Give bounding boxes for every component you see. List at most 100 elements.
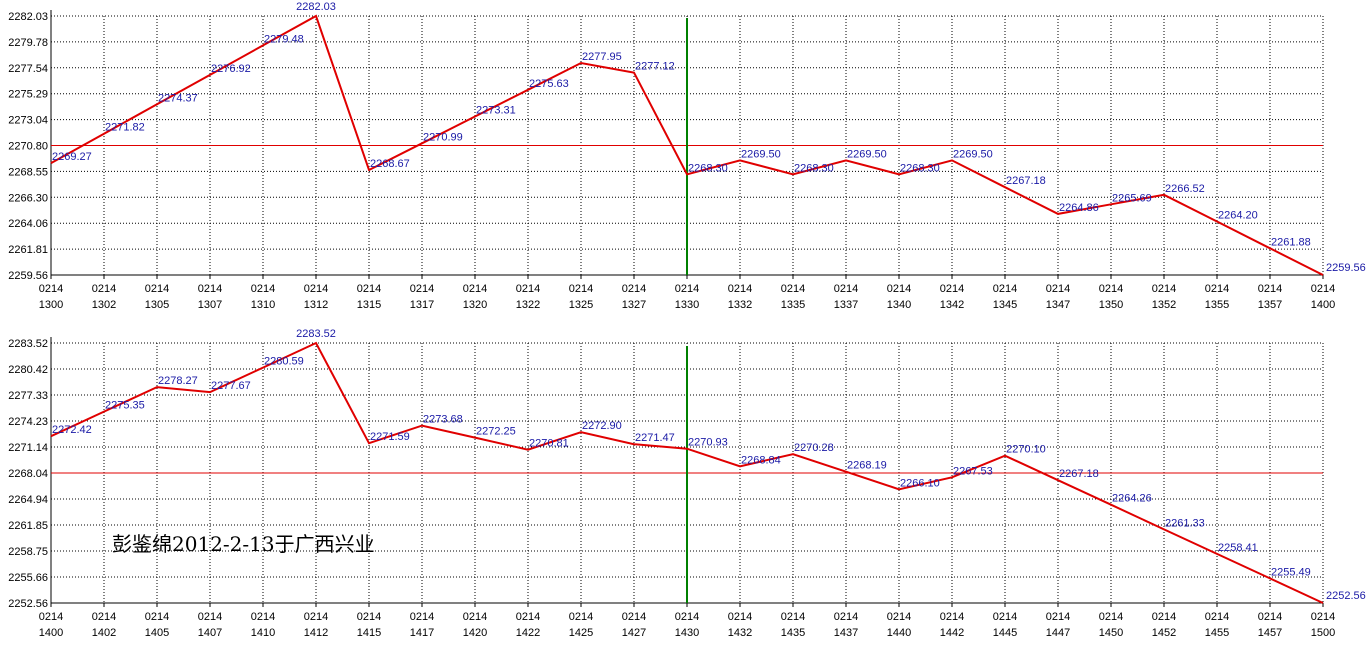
chart-panel-bottom: 2283.52 2280.42 2277.33 2274.23 2271.14 2268.… (8, 328, 1366, 639)
x-tick-label-date: 0214 (1152, 611, 1176, 623)
data-label: 2264.26 (1112, 493, 1152, 505)
x-tick-label-time: 1312 (304, 299, 328, 311)
data-label: 2277.95 (582, 51, 622, 63)
x-tick-label-date: 0214 (781, 283, 805, 295)
chart-panel-top: 2282.03 2279.78 2277.54 2275.29 2273.04 2270.… (8, 1, 1366, 311)
x-tick-label-time: 1442 (940, 627, 964, 639)
x-tick-label-date: 0214 (1152, 283, 1176, 295)
x-tick-label-date: 0214 (940, 283, 964, 295)
data-label: 2268.84 (741, 454, 781, 466)
x-tick-label-time: 1410 (251, 627, 275, 639)
y-tick-label: 2282.03 (8, 11, 48, 23)
x-tick-label-date: 0214 (1311, 611, 1335, 623)
data-label: 2264.20 (1218, 210, 1258, 222)
x-tick-label-time: 1440 (887, 627, 911, 639)
x-tick-label-time: 1342 (940, 299, 964, 311)
x-tick-label-time: 1315 (357, 299, 381, 311)
data-label: 2273.68 (423, 414, 463, 426)
x-tick-label-date: 0214 (1046, 283, 1070, 295)
y-tick-label: 2261.85 (8, 520, 48, 532)
x-tick-label-time: 1352 (1152, 299, 1176, 311)
x-tick-label-date: 0214 (834, 283, 858, 295)
x-tick-label-date: 0214 (1258, 283, 1282, 295)
data-label: 2279.48 (264, 33, 304, 45)
x-tick-label-time: 1305 (145, 299, 169, 311)
x-tick-label-time: 1422 (516, 627, 540, 639)
x-tick-label-time: 1332 (728, 299, 752, 311)
x-tick-label-time: 1412 (304, 627, 328, 639)
x-tick-label-time: 1302 (92, 299, 116, 311)
x-tick-label-date: 0214 (1258, 611, 1282, 623)
x-tick-label-time: 1445 (993, 627, 1017, 639)
y-tick-label: 2271.14 (8, 442, 48, 454)
x-tick-label-date: 0214 (993, 611, 1017, 623)
y-tick-label: 2277.33 (8, 390, 48, 402)
data-label: 2276.92 (211, 63, 251, 75)
data-label: 2271.82 (105, 122, 145, 134)
annotation-text: 彭鉴绵2012-2-13于广西兴业 (112, 532, 375, 556)
data-label: 2255.49 (1271, 566, 1311, 578)
x-tick-label-date: 0214 (834, 611, 858, 623)
data-label: 2270.10 (1006, 444, 1046, 456)
y-tick-label: 2277.54 (8, 63, 48, 75)
data-label: 2271.59 (370, 431, 410, 443)
x-tick-label-time: 1317 (410, 299, 434, 311)
x-tick-label-time: 1435 (781, 627, 805, 639)
data-label: 2267.53 (953, 465, 993, 477)
x-tick-label-time: 1450 (1099, 627, 1123, 639)
x-tick-label-time: 1310 (251, 299, 275, 311)
y-tick-label: 2274.23 (8, 416, 48, 428)
series-line (50, 341, 1324, 604)
x-tick-label-time: 1400 (39, 627, 63, 639)
data-label: 2271.47 (635, 432, 675, 444)
data-label: 2268.67 (370, 158, 410, 170)
y-tick-label: 2275.29 (8, 89, 48, 101)
data-label: 2261.33 (1165, 517, 1205, 529)
data-label: 2266.10 (900, 477, 940, 489)
x-tick-label-time: 1357 (1258, 299, 1282, 311)
y-tick-label: 2279.78 (8, 37, 48, 49)
data-label: 2282.03 (296, 1, 336, 13)
data-label: 2252.56 (1326, 590, 1366, 602)
x-tick-label-date: 0214 (622, 283, 646, 295)
data-label: 2273.31 (476, 105, 516, 117)
data-label: 2268.30 (794, 162, 834, 174)
x-tick-label-date: 0214 (1311, 283, 1335, 295)
x-tick-label-date: 0214 (675, 611, 699, 623)
x-tick-label-date: 0214 (410, 283, 434, 295)
x-tick-label-time: 1432 (728, 627, 752, 639)
x-tick-label-date: 0214 (1099, 611, 1123, 623)
data-label: 2270.99 (423, 131, 463, 143)
data-label: 2277.12 (635, 61, 675, 73)
x-tick-label-time: 1407 (198, 627, 222, 639)
x-tick-label-date: 0214 (622, 611, 646, 623)
data-label: 2280.59 (264, 356, 304, 368)
data-label: 2278.27 (158, 375, 198, 387)
data-label: 2261.88 (1271, 236, 1311, 248)
x-tick-label-date: 0214 (251, 611, 275, 623)
y-tick-label: 2268.55 (8, 166, 48, 178)
data-label: 2268.30 (900, 162, 940, 174)
y-tick-label: 2270.80 (8, 141, 48, 153)
x-tick-label-time: 1415 (357, 627, 381, 639)
x-tick-label-time: 1307 (198, 299, 222, 311)
x-tick-label-date: 0214 (569, 283, 593, 295)
x-tick-label-date: 0214 (1205, 283, 1229, 295)
y-tick-label: 2252.56 (8, 598, 48, 610)
data-label: 2270.28 (794, 442, 834, 454)
x-tick-label-time: 1425 (569, 627, 593, 639)
x-tick-label-date: 0214 (304, 611, 328, 623)
y-tick-label: 2273.04 (8, 115, 48, 127)
y-tick-label: 2264.06 (8, 218, 48, 230)
x-tick-label-time: 1300 (39, 299, 63, 311)
x-tick-label-date: 0214 (887, 611, 911, 623)
data-label: 2283.52 (296, 328, 336, 340)
x-tick-label-date: 0214 (1046, 611, 1070, 623)
data-label: 2270.93 (688, 437, 728, 449)
x-tick-label-date: 0214 (463, 611, 487, 623)
data-label: 2267.18 (1006, 175, 1046, 187)
y-tick-label: 2259.56 (8, 270, 48, 282)
y-tick-label: 2255.66 (8, 572, 48, 584)
